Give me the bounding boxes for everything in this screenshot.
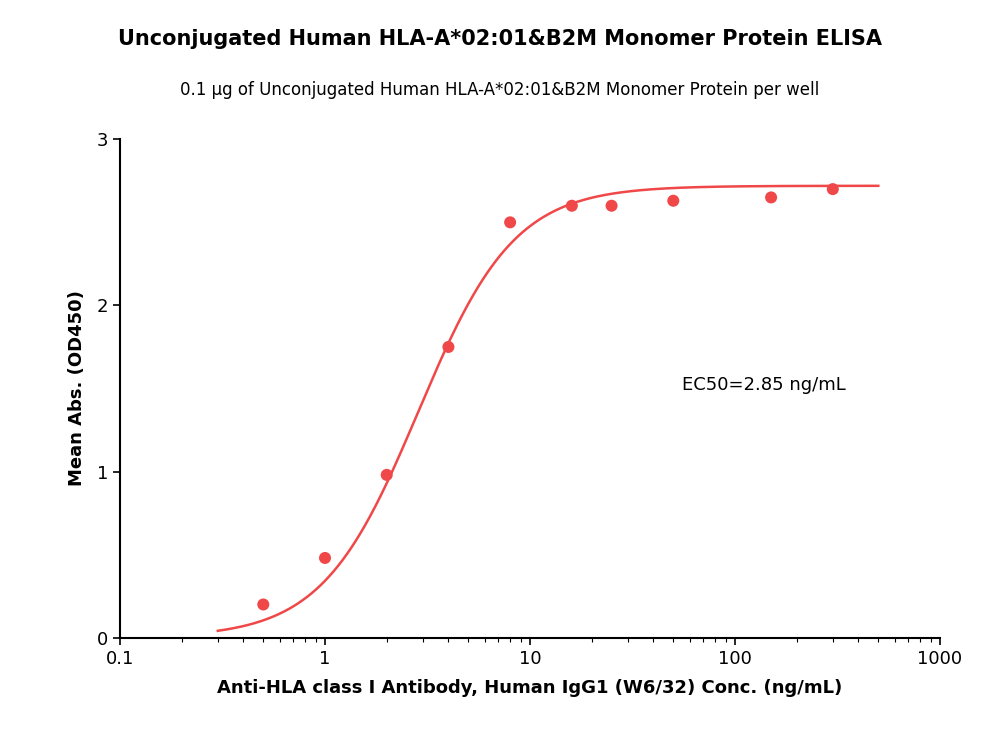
Point: [665, 195, 681, 207]
Text: 0.1 μg of Unconjugated Human HLA-A*02:01&B2M Monomer Protein per well: 0.1 μg of Unconjugated Human HLA-A*02:01…: [180, 81, 820, 99]
Text: Unconjugated Human HLA-A*02:01&B2M Monomer Protein ELISA: Unconjugated Human HLA-A*02:01&B2M Monom…: [118, 29, 882, 49]
Point: [502, 216, 518, 228]
X-axis label: Anti-HLA class I Antibody, Human IgG1 (W6/32) Conc. (ng/mL): Anti-HLA class I Antibody, Human IgG1 (W…: [217, 679, 843, 696]
Point: [379, 469, 395, 481]
Text: EC50=2.85 ng/mL: EC50=2.85 ng/mL: [682, 376, 846, 394]
Point: [763, 191, 779, 203]
Point: [255, 599, 271, 611]
Point: [825, 183, 841, 195]
Point: [317, 552, 333, 564]
Point: [440, 341, 456, 353]
Point: [604, 200, 620, 212]
Y-axis label: Mean Abs. (OD450): Mean Abs. (OD450): [68, 290, 86, 487]
Point: [564, 200, 580, 212]
